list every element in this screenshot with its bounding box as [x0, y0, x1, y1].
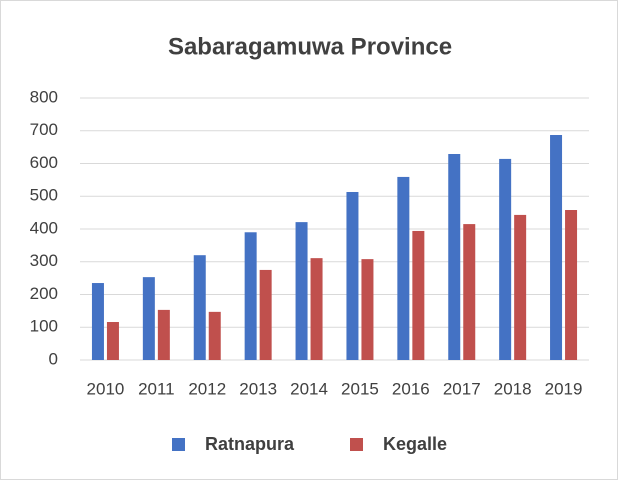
legend-label: Kegalle	[383, 434, 447, 454]
bar	[310, 258, 323, 360]
bar	[346, 191, 359, 360]
bar	[193, 255, 206, 360]
y-tick-label: 100	[30, 317, 58, 336]
bar	[565, 210, 578, 360]
bar	[106, 322, 119, 360]
x-tick-label: 2019	[545, 379, 583, 398]
x-tick-label: 2015	[341, 379, 379, 398]
bar	[448, 154, 461, 360]
x-tick-label: 2011	[138, 379, 175, 398]
y-tick-label: 800	[30, 87, 58, 106]
x-tick-label: 2014	[290, 379, 328, 398]
y-tick-label: 300	[30, 251, 58, 270]
bar	[259, 269, 272, 360]
bar	[499, 158, 512, 360]
legend-swatch	[172, 438, 185, 451]
bar	[361, 259, 374, 360]
bar	[550, 135, 563, 360]
y-tick-label: 400	[30, 218, 58, 237]
legend-label: Ratnapura	[205, 434, 295, 454]
chart-title: Sabaragamuwa Province	[168, 33, 452, 60]
x-tick-label: 2012	[188, 379, 226, 398]
bar	[295, 222, 308, 360]
x-tick-label: 2010	[87, 379, 125, 398]
bar	[412, 230, 425, 360]
x-tick-label: 2018	[494, 379, 532, 398]
bar	[157, 309, 170, 360]
y-tick-label: 200	[30, 284, 58, 303]
bar	[208, 311, 221, 360]
y-tick-label: 600	[30, 153, 58, 172]
y-tick-label: 500	[30, 186, 58, 205]
y-tick-label: 0	[49, 349, 58, 368]
x-tick-label: 2016	[392, 379, 430, 398]
legend-swatch	[350, 438, 363, 451]
x-tick-label: 2013	[239, 379, 277, 398]
bar	[142, 277, 155, 360]
y-tick-label: 700	[30, 120, 58, 139]
bar	[244, 232, 257, 360]
bar	[91, 283, 104, 360]
bar	[463, 224, 476, 360]
bar	[514, 214, 527, 360]
bar	[397, 176, 410, 360]
x-tick-label: 2017	[443, 379, 481, 398]
